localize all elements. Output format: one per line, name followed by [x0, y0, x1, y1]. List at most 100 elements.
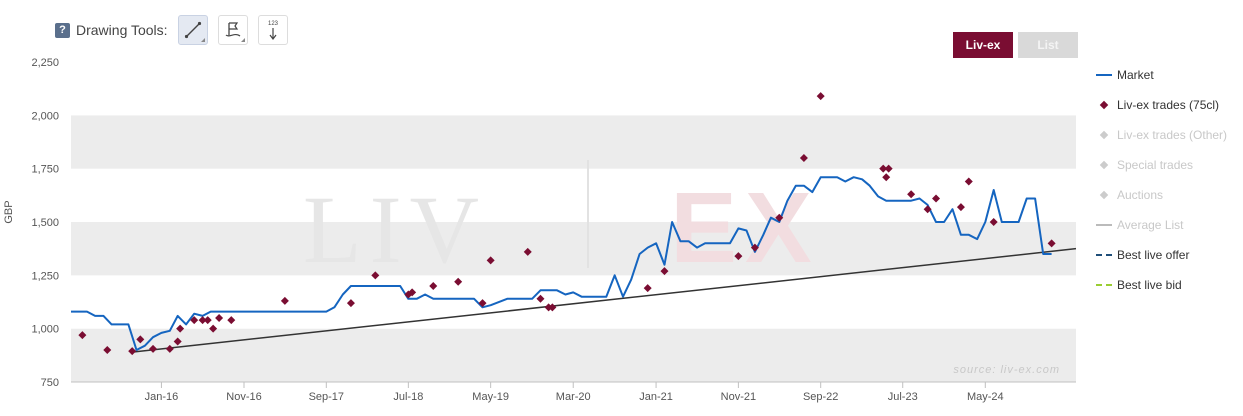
- trade-point: [956, 203, 965, 212]
- diamond-legend-icon: [1096, 190, 1114, 200]
- trade-point: [136, 335, 145, 344]
- y-tick-label: 2,000: [31, 110, 59, 122]
- legend-label: Best live bid: [1117, 278, 1182, 292]
- legend-label: Special trades: [1117, 158, 1194, 172]
- trade-point: [879, 164, 888, 173]
- livex-trades-series: [78, 92, 1056, 356]
- trade-point: [176, 324, 185, 333]
- legend-label: Average List: [1117, 218, 1184, 232]
- legend-item[interactable]: Special trades: [1096, 150, 1241, 180]
- legend-label: Auctions: [1117, 188, 1164, 202]
- legend-item[interactable]: Market: [1096, 60, 1241, 90]
- drawing-tools-label: Drawing Tools:: [76, 22, 168, 38]
- watermark-ex-text: EX: [670, 172, 819, 284]
- price-chart: LIV EX source: liv-ex.com 750 1,000 1,250 1…: [3, 57, 1077, 403]
- trade-point: [103, 346, 112, 354]
- grid-bands: [71, 62, 1076, 382]
- trade-point: [346, 299, 355, 308]
- diamond-legend-icon: [1096, 160, 1114, 170]
- line-legend-icon: [1096, 224, 1114, 226]
- legend-item[interactable]: Auctions: [1096, 180, 1241, 210]
- y-tick-label: 1,500: [31, 217, 59, 229]
- tool-menu-corner-icon: [240, 38, 245, 42]
- legend-item[interactable]: Liv-ex trades (Other): [1096, 120, 1241, 150]
- legend-swatch: [1099, 190, 1109, 200]
- livex-toggle-button[interactable]: Liv-ex: [953, 32, 1013, 58]
- trade-point: [907, 190, 916, 199]
- trade-point: [454, 277, 463, 286]
- trend-line-icon: [184, 21, 201, 39]
- x-tick-label: Mar-20: [556, 391, 591, 403]
- trade-point: [548, 303, 557, 312]
- x-tick-label: Sep-17: [309, 391, 344, 403]
- trade-point: [536, 294, 545, 303]
- x-tick-label: May-19: [472, 391, 509, 403]
- grid-band: [71, 275, 1076, 329]
- grid-band: [71, 168, 1076, 222]
- diamond-legend-icon: [1096, 130, 1114, 140]
- trade-point: [1047, 239, 1056, 248]
- legend-label: Liv-ex trades (Other): [1117, 128, 1228, 142]
- flag-icon: [225, 22, 240, 37]
- legend-swatch: [1096, 224, 1112, 226]
- legend-item[interactable]: Liv-ex trades (75cl): [1096, 90, 1241, 120]
- trade-point: [964, 177, 973, 186]
- help-icon[interactable]: ?: [55, 22, 70, 38]
- trade-point: [643, 284, 652, 293]
- trade-point: [523, 247, 532, 256]
- trade-point: [486, 256, 495, 265]
- legend-item[interactable]: Best live offer: [1096, 240, 1241, 270]
- sort-icon-glyph: 123: [268, 21, 279, 27]
- trade-point: [165, 344, 174, 353]
- legend-item[interactable]: Best live bid: [1096, 270, 1241, 300]
- y-tick-label: 1,250: [31, 270, 59, 282]
- sort-tool-button[interactable]: 123: [257, 15, 288, 45]
- x-axis: Jan-16 Nov-16 Sep-17 Jul-18 May-19 Mar-20 Jan-…: [71, 381, 1076, 403]
- watermark-source-text: source: liv-ex.com: [953, 364, 1060, 376]
- trade-point: [203, 316, 212, 325]
- x-tick-label: Jul-23: [888, 391, 918, 403]
- x-tick-label: Jan-16: [145, 391, 179, 403]
- legend-swatch: [1099, 160, 1109, 170]
- legend-swatch: [1096, 254, 1112, 256]
- trade-point: [882, 173, 891, 182]
- drawing-toolbar: ? Drawing Tools: 123: [55, 14, 298, 46]
- x-tick-label: Nov-16: [226, 391, 261, 403]
- grid-band: [71, 62, 1076, 116]
- y-axis: 750 1,000 1,250 1,500 1,750 2,000 2,250: [31, 57, 59, 389]
- trade-point: [78, 331, 87, 340]
- grid-band: [71, 222, 1076, 276]
- dash-legend-icon: [1096, 284, 1114, 286]
- trade-point: [173, 337, 182, 346]
- legend-item[interactable]: Average List: [1096, 210, 1241, 240]
- legend-label: Best live offer: [1117, 248, 1190, 262]
- trade-point: [280, 296, 289, 305]
- trade-point: [215, 314, 224, 322]
- y-tick-label: 1,750: [31, 164, 59, 176]
- legend-swatch: [1099, 100, 1109, 110]
- trade-point: [816, 92, 825, 101]
- trade-point: [198, 316, 207, 325]
- x-tick-label: May-24: [967, 391, 1004, 403]
- x-tick-label: Jan-21: [639, 391, 673, 403]
- trade-point: [989, 218, 998, 226]
- y-tick-label: 2,250: [31, 57, 59, 69]
- trade-point: [884, 164, 893, 173]
- legend-swatch: [1096, 284, 1112, 286]
- trade-point: [128, 347, 137, 356]
- y-tick-label: 750: [41, 377, 59, 389]
- average-list-series: [132, 247, 1077, 353]
- numbered-sort-icon: 123: [268, 21, 279, 40]
- line-tool-button[interactable]: [177, 15, 208, 45]
- line-legend-icon: [1096, 74, 1114, 76]
- trade-point: [923, 205, 932, 214]
- y-tick-label: 1,000: [31, 324, 59, 336]
- legend-label: Liv-ex trades (75cl): [1117, 98, 1220, 112]
- trade-point: [149, 344, 158, 353]
- flag-tool-button[interactable]: [217, 15, 248, 45]
- y-axis-label: GBP: [3, 200, 15, 223]
- watermark: LIV EX source: liv-ex.com: [303, 160, 1060, 376]
- dash-legend-icon: [1096, 254, 1114, 256]
- list-toggle-button[interactable]: List: [1018, 32, 1078, 58]
- legend-label: Market: [1117, 68, 1154, 82]
